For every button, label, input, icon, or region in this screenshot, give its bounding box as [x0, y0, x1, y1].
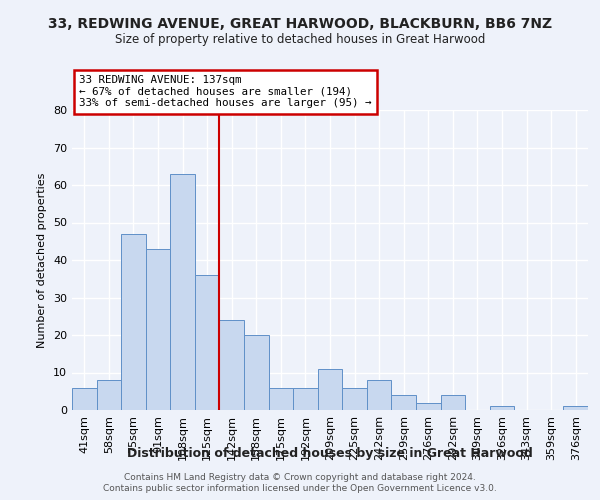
Bar — [391, 395, 416, 410]
Text: Contains public sector information licensed under the Open Government Licence v3: Contains public sector information licen… — [103, 484, 497, 493]
Text: 33 REDWING AVENUE: 137sqm
← 67% of detached houses are smaller (194)
33% of semi: 33 REDWING AVENUE: 137sqm ← 67% of detac… — [79, 75, 372, 108]
Bar — [220, 320, 244, 410]
Bar — [97, 380, 121, 410]
Bar — [269, 388, 293, 410]
Bar — [293, 388, 318, 410]
Bar — [440, 395, 465, 410]
Text: Size of property relative to detached houses in Great Harwood: Size of property relative to detached ho… — [115, 32, 485, 46]
Bar — [318, 369, 342, 410]
Bar — [121, 234, 146, 410]
Text: Contains HM Land Registry data © Crown copyright and database right 2024.: Contains HM Land Registry data © Crown c… — [124, 473, 476, 482]
Bar — [146, 248, 170, 410]
Text: Distribution of detached houses by size in Great Harwood: Distribution of detached houses by size … — [127, 448, 533, 460]
Bar — [195, 275, 220, 410]
Bar — [342, 388, 367, 410]
Y-axis label: Number of detached properties: Number of detached properties — [37, 172, 47, 348]
Text: 33, REDWING AVENUE, GREAT HARWOOD, BLACKBURN, BB6 7NZ: 33, REDWING AVENUE, GREAT HARWOOD, BLACK… — [48, 18, 552, 32]
Bar — [72, 388, 97, 410]
Bar — [490, 406, 514, 410]
Bar — [563, 406, 588, 410]
Bar — [367, 380, 391, 410]
Bar — [416, 402, 440, 410]
Bar — [244, 335, 269, 410]
Bar — [170, 174, 195, 410]
